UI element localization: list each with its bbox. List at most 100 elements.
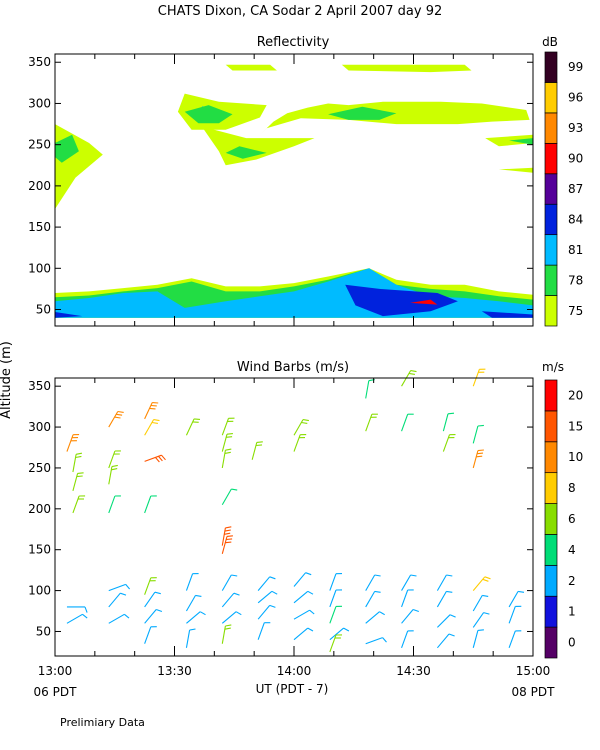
refl-cbar-label-6: 93 — [568, 121, 583, 135]
x-tick-label-0: 13:00 — [38, 664, 73, 678]
wind-barb-62 — [365, 611, 385, 624]
reflectivity-region-21 — [498, 167, 533, 173]
wind-barb-34 — [108, 592, 127, 608]
wind-barb-73 — [472, 612, 490, 628]
wind-barb-56 — [329, 573, 343, 591]
wind-cbar-label-8: 20 — [568, 388, 583, 402]
wind-barb-52 — [293, 572, 312, 587]
wind-barb-17 — [221, 526, 232, 546]
refl-cbar-swatch-0 — [544, 295, 558, 327]
wind-cbar-swatch-7 — [544, 410, 558, 443]
wind-barb-16 — [221, 488, 238, 506]
refl-cbar-swatch-5 — [544, 142, 558, 175]
reflectivity-region-7 — [259, 101, 530, 135]
wind-barb-46 — [221, 611, 242, 624]
wind-barb-50 — [257, 604, 276, 620]
wind-barb-30 — [472, 449, 484, 469]
wind-barb-29 — [472, 424, 484, 444]
refl-cbar-swatch-8 — [544, 51, 558, 83]
wind-barb-68 — [436, 590, 453, 608]
reflectivity-panel: Reflectivity 50 100 150 200 250 300 350 dB 75 7… — [28, 35, 583, 327]
wind-y-tick-label-50: 50 — [36, 624, 51, 638]
wind-barb-18 — [221, 535, 233, 554]
wind-cbar-label-0: 0 — [568, 636, 576, 650]
refl-cbar-label-7: 96 — [568, 91, 583, 105]
wind-barb-53 — [293, 590, 314, 604]
wind-cbar-label-3: 4 — [568, 543, 576, 557]
wind-y-tick-label-300: 300 — [28, 420, 51, 434]
wind-barb-33 — [108, 583, 131, 592]
wind-barb-54 — [293, 609, 315, 620]
y-axis-label: Altitude (m) — [0, 341, 14, 419]
wind-cbar-swatch-6 — [544, 441, 558, 474]
wind-barb-77 — [508, 630, 522, 649]
reflectivity-region-1 — [55, 134, 79, 163]
wind-barb-26 — [442, 412, 455, 432]
refl-cbar-swatch-7 — [544, 82, 558, 114]
reflectivity-contours — [55, 64, 533, 318]
wind-barb-79 — [329, 634, 343, 653]
x-tick-label-3: 14:30 — [396, 664, 431, 678]
wind-barb-31 — [66, 606, 88, 613]
wind-barb-40 — [185, 573, 199, 591]
wind-barb-2 — [72, 472, 84, 491]
wind-barb-76 — [508, 605, 522, 624]
wind-barb-61 — [365, 590, 381, 608]
wind-cbar-label-1: 1 — [568, 605, 576, 619]
wind-cbar-swatch-3 — [544, 534, 558, 566]
wind-cbar-swatch-2 — [544, 564, 558, 597]
refl-y-tick-label-50: 50 — [36, 303, 51, 317]
wind-barb-10 — [144, 454, 166, 463]
wind-barb-1 — [72, 452, 83, 473]
wind-barb-11 — [144, 495, 157, 514]
pdt-left-label: 06 PDT — [34, 685, 78, 699]
refl-y-tick-label-100: 100 — [28, 261, 51, 275]
refl-y-tick-label-250: 250 — [28, 138, 51, 152]
refl-cbar-label-0: 75 — [568, 304, 583, 318]
refl-cbar-label-3: 84 — [568, 212, 583, 226]
wind-y-tick-label-200: 200 — [28, 502, 51, 516]
wind-barb-14 — [221, 433, 233, 452]
wind-barbs — [66, 368, 525, 653]
wind-barb-57 — [329, 589, 343, 608]
wind-y-ticks: 50 100 150 200 250 300 350 — [28, 379, 533, 638]
reflectivity-colorbar: dB 75 78 81 84 87 90 93 96 99 — [542, 35, 583, 327]
refl-cbar-label-8: 99 — [568, 60, 583, 74]
wind-barb-19 — [251, 441, 263, 460]
refl-y-tick-label-350: 350 — [28, 55, 51, 69]
wind-barb-41 — [185, 594, 202, 612]
wind-barb-35 — [108, 613, 130, 624]
refl-y-tick-label-300: 300 — [28, 96, 51, 110]
reflectivity-x-ticks — [54, 54, 534, 326]
wind-barb-21 — [293, 419, 309, 436]
wind-barb-20 — [293, 434, 307, 452]
x-tick-label-2: 14:00 — [277, 664, 312, 678]
wind-barb-43 — [185, 628, 196, 648]
wind-barb-36 — [144, 577, 157, 595]
wind-barb-71 — [472, 576, 491, 591]
wind-barb-32 — [66, 613, 88, 624]
wind-barb-6 — [108, 464, 118, 485]
wind-barb-37 — [144, 591, 161, 608]
refl-cbar-swatch-4 — [544, 173, 558, 205]
x-axis-label: UT (PDT - 7) — [256, 682, 329, 696]
wind-barb-5 — [108, 450, 121, 469]
wind-barb-66 — [401, 608, 419, 624]
reflectivity-region-8 — [328, 106, 397, 120]
wind-barb-49 — [257, 590, 278, 604]
wind-cbar-label-7: 15 — [568, 419, 583, 433]
wind-barb-15 — [221, 448, 232, 469]
wind-cbar-swatch-5 — [544, 472, 558, 504]
wind-barb-42 — [186, 611, 206, 624]
wind-x-ticks — [54, 378, 534, 656]
x-tick-label-4: 15:00 — [516, 664, 551, 678]
refl-y-tick-label-150: 150 — [28, 220, 51, 234]
wind-barb-27 — [442, 434, 456, 452]
wind-barb-4 — [108, 410, 124, 428]
wind-barb-55 — [293, 627, 314, 641]
reflectivity-region-19 — [485, 134, 533, 147]
wind-barb-0 — [66, 434, 80, 452]
wind-barb-47 — [221, 624, 232, 644]
reflectivity-region-5 — [201, 126, 315, 166]
